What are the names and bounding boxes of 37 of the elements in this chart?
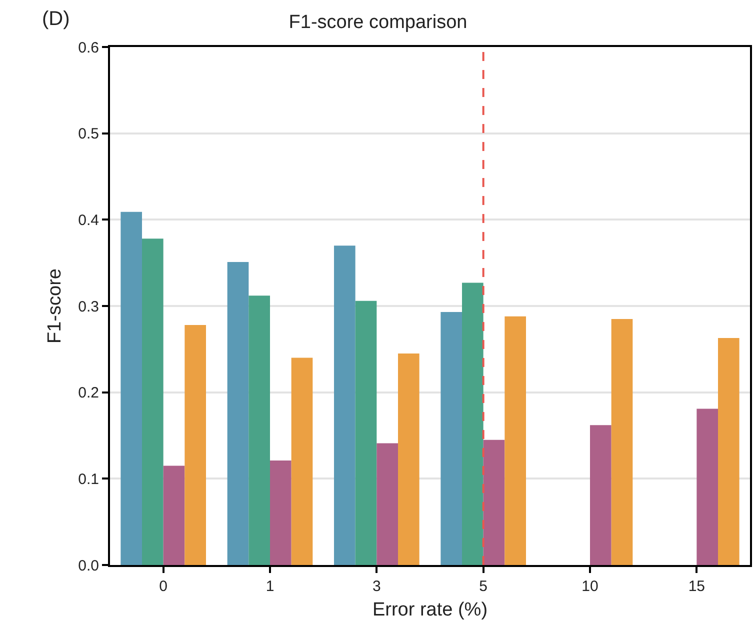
bar (248, 296, 270, 565)
bar (696, 408, 718, 565)
bar (334, 246, 356, 565)
bar (142, 238, 164, 565)
bar (355, 300, 377, 565)
y-tick-label: 0.3 (78, 298, 99, 316)
bar (504, 316, 526, 565)
bar (718, 338, 740, 565)
y-tick-label: 0.4 (78, 212, 99, 229)
y-tick-label: 0.6 (78, 39, 99, 56)
bar (462, 282, 484, 565)
bar (611, 318, 633, 565)
bar (270, 460, 292, 565)
bar (291, 358, 313, 565)
x-tick-label: 0 (159, 578, 168, 595)
bar (483, 440, 505, 565)
bar (398, 353, 420, 565)
x-tick-label: 15 (688, 578, 706, 595)
x-axis-title: Error rate (%) (372, 599, 488, 620)
bar (184, 324, 206, 565)
y-tick-label: 0.1 (78, 470, 99, 488)
bar (120, 212, 142, 565)
y-tick-label: 0.2 (78, 384, 99, 402)
bar (440, 312, 462, 565)
x-tick-label: 3 (372, 578, 381, 595)
y-tick-label: 0.5 (78, 126, 99, 143)
bar (376, 443, 398, 565)
chart-title: F1-score comparison (288, 12, 468, 34)
text: (D) (42, 8, 70, 30)
x-tick-label: 1 (266, 578, 274, 595)
y-axis-title: F1-score (44, 268, 66, 344)
bar (227, 262, 249, 565)
bar (590, 425, 612, 565)
x-tick-label: 10 (582, 578, 598, 595)
x-tick-label: 5 (479, 578, 488, 595)
y-tick-label: 0.0 (78, 557, 99, 574)
bar (163, 466, 185, 565)
